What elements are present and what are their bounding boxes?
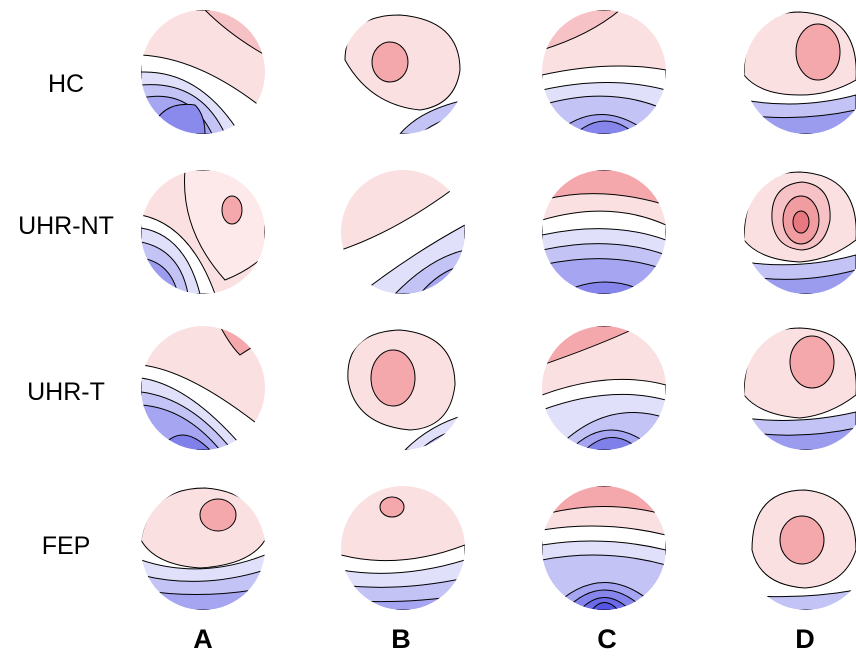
map-uhr-t-b	[341, 326, 465, 450]
map-hc-c	[542, 10, 666, 134]
map-hc-d	[744, 10, 856, 134]
column-label-a: A	[193, 624, 213, 654]
column-label-d: D	[795, 624, 815, 654]
map-uhr-t-c	[542, 326, 666, 450]
map-hc-a	[141, 10, 265, 134]
map-fep-b	[341, 486, 465, 610]
map-uhr-nt-d	[744, 170, 856, 294]
column-label-c: C	[597, 624, 617, 654]
map-uhr-nt-b	[341, 170, 465, 294]
row-label-fep: FEP	[41, 532, 91, 560]
row-label-uhr-nt: UHR-NT	[18, 212, 114, 240]
column-label-b: B	[391, 624, 411, 654]
map-uhr-t-a	[141, 326, 265, 450]
map-uhr-nt-c	[542, 170, 666, 294]
map-hc-b	[341, 10, 465, 134]
map-fep-d	[744, 486, 856, 610]
map-uhr-t-d	[744, 326, 856, 450]
map-fep-a	[141, 486, 265, 610]
row-label-hc: HC	[47, 70, 85, 98]
map-uhr-nt-a	[141, 170, 265, 294]
row-label-uhr-t: UHR-T	[27, 378, 105, 406]
map-fep-c	[542, 486, 666, 610]
